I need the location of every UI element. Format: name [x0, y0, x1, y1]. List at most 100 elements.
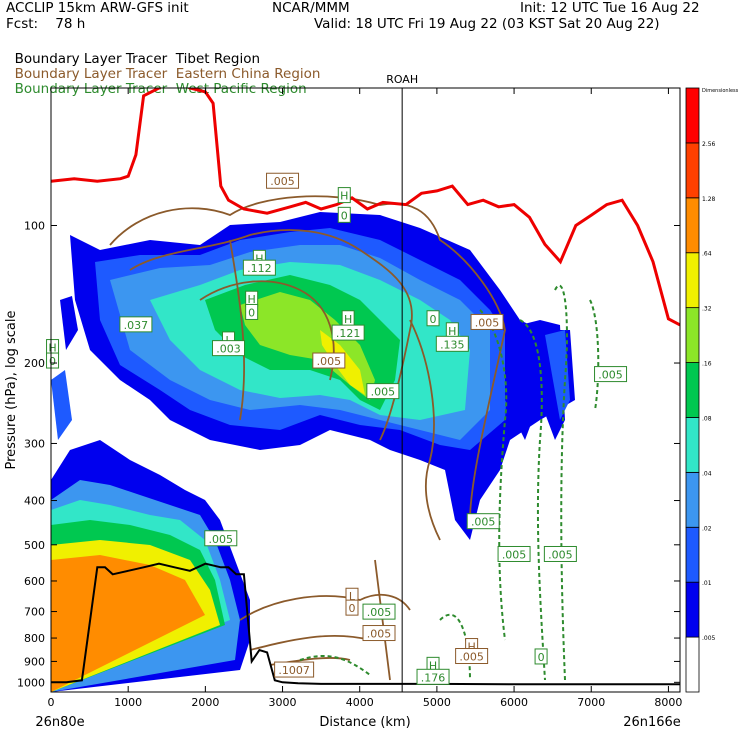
y-tick-label: 400 [24, 495, 45, 508]
contour-label-box [497, 545, 531, 562]
x-tick-label: 3000 [269, 696, 297, 709]
plot-frame [50, 87, 681, 693]
contour-label-text: 0 [49, 355, 56, 368]
contour-label: 0 [245, 303, 259, 320]
colorbar-title: Dimensionless [702, 88, 739, 94]
contour-label-text: L [349, 590, 356, 603]
contour-label-text: 0 [348, 602, 355, 615]
colorbar-segment [685, 636, 700, 693]
contour-label-text: .005 [459, 651, 484, 664]
contour-label-text: .005 [367, 628, 392, 641]
valid-time: Valid: 18 UTC Fri 19 Aug 22 (03 KST Sat … [314, 16, 660, 32]
x-tick-label: 2000 [191, 696, 219, 709]
colorbar-level-label: .64 [702, 251, 712, 258]
contour-label-box [266, 172, 300, 189]
forecast-hour: Fcst: 78 h [6, 16, 86, 32]
contour-label-box [362, 603, 396, 620]
tropopause-line [51, 88, 680, 327]
contour-label-text: .005 [475, 316, 500, 329]
contour-label-text: .005 [270, 175, 295, 188]
contour-label-box [362, 625, 396, 642]
y-tick-label: 100 [24, 220, 45, 233]
contour-label-text: .005 [471, 516, 496, 529]
contour-label: .005 [470, 313, 504, 330]
contour-label: .005 [497, 545, 531, 562]
colorbar-segment [685, 417, 700, 473]
contour-label-text: .005 [598, 369, 623, 382]
contour-label: 0 [426, 310, 440, 327]
contour-label: .005 [455, 648, 489, 665]
bl-l7 [51, 600, 140, 692]
contour-label-box [366, 383, 400, 400]
y-tick-label: 700 [24, 606, 45, 619]
right-endpoint-label: 26n166e [623, 715, 681, 730]
contour-label-text: .005 [548, 548, 573, 561]
colorbar-level-label: .04 [702, 470, 712, 477]
contour-label-box [416, 668, 450, 685]
tracer-eastern-china: Boundary Layer Tracer Eastern China Regi… [6, 50, 321, 82]
contour-label-box [242, 259, 276, 276]
x-tick-label: 8000 [654, 696, 682, 709]
x-tick-label: 6000 [500, 696, 528, 709]
contour-label-text: H [48, 342, 56, 355]
contour-label-box [543, 545, 577, 562]
contour-label: 0 [534, 648, 548, 665]
contour-label-box [455, 648, 489, 665]
x-tick-label: 0 [48, 696, 55, 709]
contour-label: 0 [46, 352, 60, 369]
y-tick-label: 600 [24, 575, 45, 588]
contour-label: H [337, 187, 351, 204]
contour-label: .005 [204, 530, 238, 547]
contour-label-box [337, 187, 351, 204]
colorbar-segment [685, 471, 700, 528]
tracer-west-pacific-label: Boundary Layer Tracer [14, 81, 168, 97]
contour-labels: .005H0H.112H0H.1210.005H.135L.003.005.00… [46, 172, 628, 685]
contour-label: .005 [366, 383, 400, 400]
y-tick-label: 200 [24, 357, 45, 370]
contour-label-text: .037 [124, 319, 149, 332]
colorbar-level-label: .005 [702, 635, 716, 642]
contour-label-box [435, 335, 469, 352]
colorbar-segment [685, 87, 700, 144]
contour-label-text: 0 [538, 651, 545, 664]
colorbar-level-label: .16 [702, 361, 712, 368]
colorbar-segment [685, 252, 700, 309]
x-axis-title: Distance (km) [319, 715, 410, 730]
terrain-line [51, 562, 680, 686]
tracer-tibet-region: Tibet Region [175, 51, 261, 67]
contour-label: .005 [266, 172, 300, 189]
contour-label-text: H [340, 190, 348, 203]
x-tick-label: 1000 [114, 696, 142, 709]
contour-label: .176 [416, 668, 450, 685]
contour-label-text: H [448, 325, 456, 338]
contour-label-box [345, 599, 359, 616]
tracer-west-pacific: Boundary Layer Tracer West Pacific Regio… [6, 65, 307, 97]
contour-label: H [445, 322, 459, 339]
x-tick-label: 5000 [423, 696, 451, 709]
contour-label-box [470, 313, 504, 330]
contour-label-box [204, 530, 238, 547]
institution-label: NCAR/MMM [272, 0, 350, 16]
tracer-eastern-china-region: Eastern China Region [175, 66, 321, 82]
contour-label-text: H [248, 293, 256, 306]
left-endpoint-label: 26n80e [35, 715, 84, 730]
contour-label: .005 [362, 625, 396, 642]
colorbar-level-label: 1.28 [702, 196, 716, 203]
contour-label: .005 [312, 352, 346, 369]
x-tick-label: 4000 [346, 696, 374, 709]
west-pacific-contours [299, 284, 600, 681]
contour-label: .003 [212, 340, 246, 357]
contour-label-text: H [429, 659, 437, 672]
y-axis-ticks: 100 200 300 400 500 600 700 800 900 1000 [17, 220, 680, 689]
colorbar-level-label: .08 [702, 415, 712, 422]
colorbar-segment [685, 581, 700, 638]
y-tick-label: 500 [24, 539, 45, 552]
contour-label-text: .135 [440, 338, 465, 351]
x-axis-ticks: 0 1000 2000 3000 4000 5000 6000 7000 8000 [48, 88, 682, 709]
contour-label: .005 [594, 366, 628, 383]
contour-label-box [312, 352, 346, 369]
contour-label-text: H [467, 641, 475, 654]
y-tick-label: 300 [24, 437, 45, 450]
contour-label-text: 0 [430, 313, 437, 326]
